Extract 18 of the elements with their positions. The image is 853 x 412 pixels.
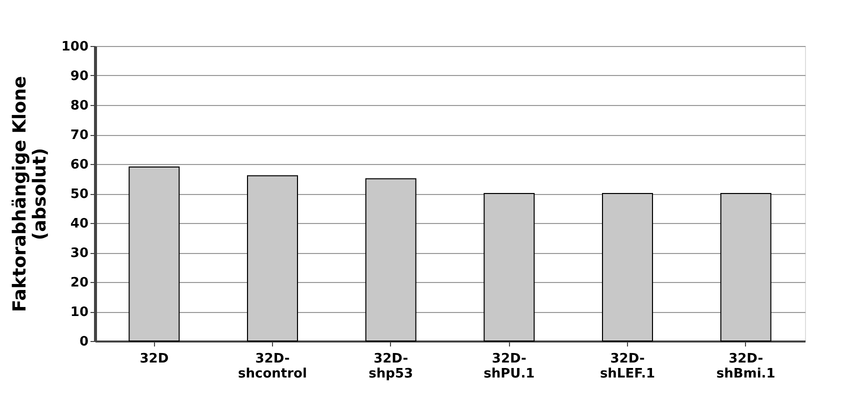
x-tick-label: 32D-shPU.1 — [484, 352, 535, 382]
x-tick-label: 32D-shLEF.1 — [600, 352, 656, 382]
y-tick-label: 30 — [70, 246, 88, 261]
y-tick-label: 50 — [70, 187, 88, 202]
y-tick-label: 60 — [70, 158, 88, 172]
x-tick-label: 32D-shBmi.1 — [716, 352, 776, 382]
y-tick-label: 90 — [70, 69, 88, 84]
y-tick-label: 40 — [70, 216, 88, 232]
y-tick-label: 20 — [70, 276, 88, 290]
y-axis-title: Faktorabhängige Klone (absolut) — [9, 76, 50, 312]
y-tick-label: 100 — [61, 40, 88, 54]
y-tick-label: 80 — [70, 98, 88, 114]
x-tick-label: 32D — [140, 352, 169, 366]
y-tick-label: 10 — [70, 305, 88, 320]
y-tick-label: 0 — [79, 334, 88, 350]
y-tick-label: 70 — [70, 128, 88, 143]
x-tick-label: 32D-shp53 — [368, 352, 414, 382]
x-tick-label: 32D-shcontrol — [238, 352, 307, 382]
